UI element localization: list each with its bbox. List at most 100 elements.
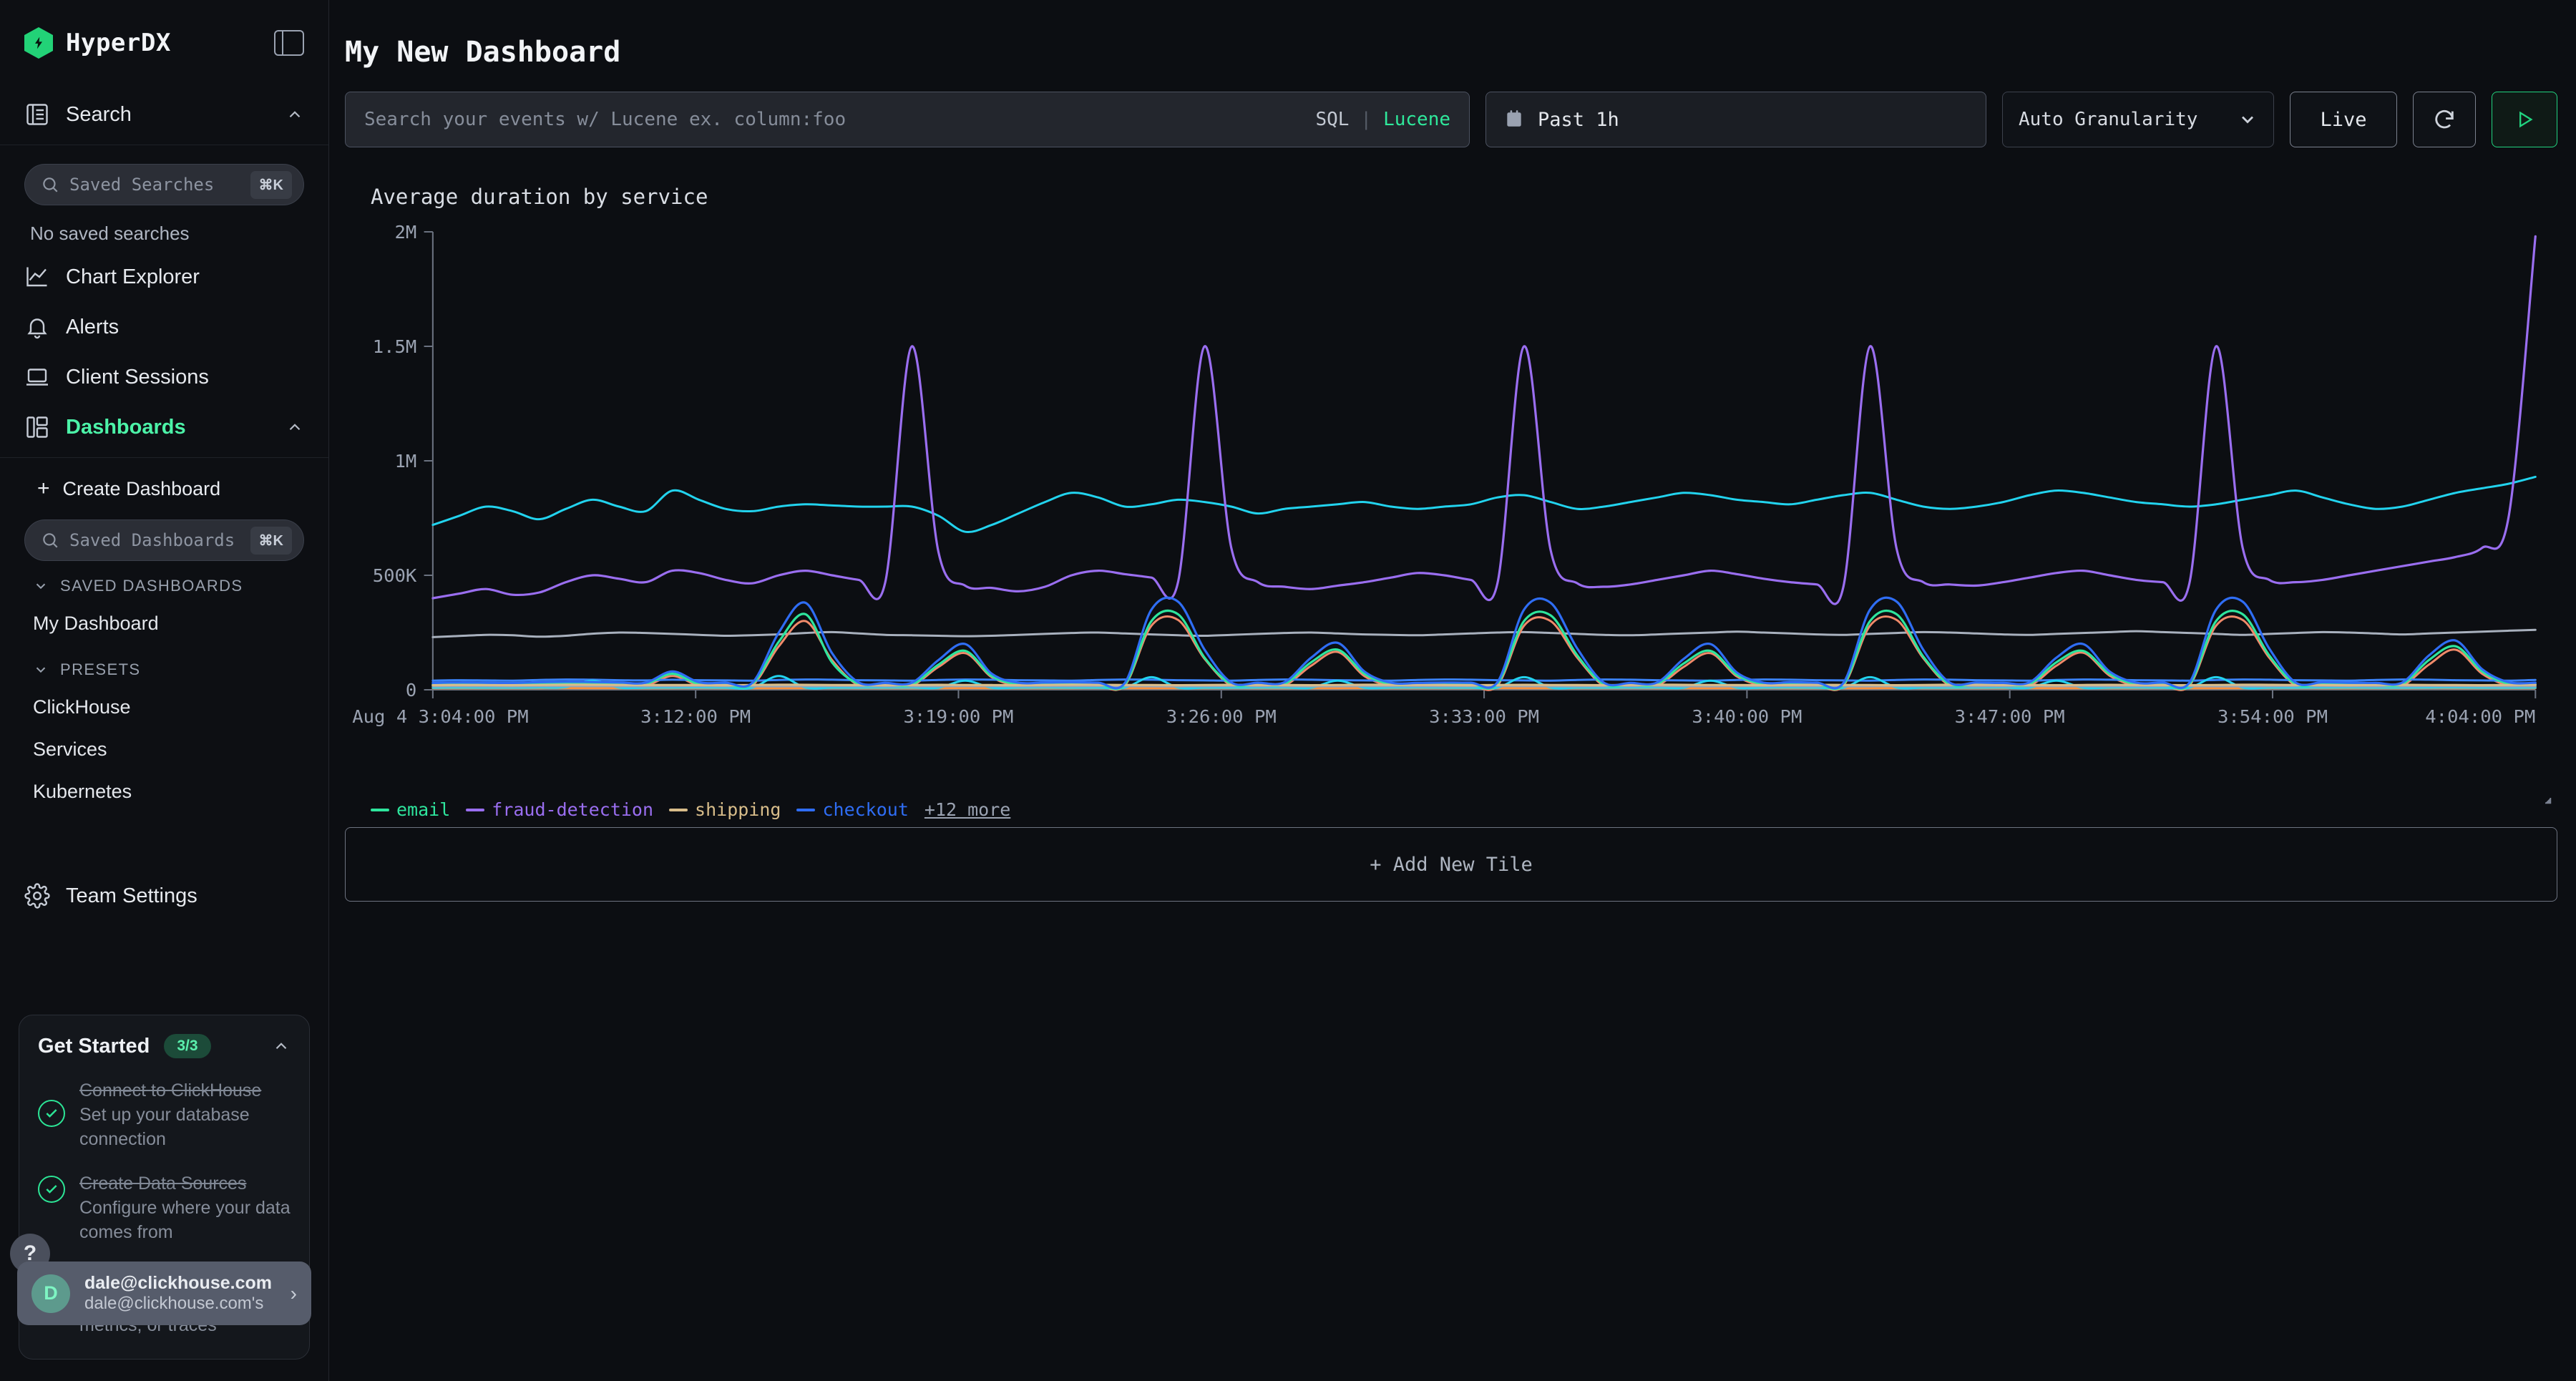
granularity-select[interactable]: Auto Granularity	[2002, 92, 2274, 147]
search-icon	[41, 175, 59, 194]
no-saved-searches-text: No saved searches	[30, 223, 190, 244]
group-presets[interactable]: PRESETS	[0, 645, 328, 686]
svg-text:3:47:00 PM: 3:47:00 PM	[1955, 706, 2065, 727]
sidebar-item-alerts[interactable]: Alerts	[0, 302, 328, 352]
main-content: My New Dashboard Search your events w/ L…	[329, 0, 2576, 1381]
lang-sql-option[interactable]: SQL	[1315, 109, 1350, 130]
sidebar-item-team-settings[interactable]: Team Settings	[0, 867, 328, 924]
svg-text:1M: 1M	[395, 451, 417, 472]
saved-dashboards-placeholder: Saved Dashboards	[69, 530, 235, 550]
svg-text:3:19:00 PM: 3:19:00 PM	[903, 706, 1013, 727]
bolt-hex-icon	[24, 27, 53, 59]
sidebar-item-clickhouse[interactable]: ClickHouse	[33, 696, 131, 718]
sidebar-item-team-settings-label: Team Settings	[66, 884, 197, 907]
check-circle-icon	[38, 1176, 65, 1203]
laptop-icon	[24, 364, 50, 390]
lang-lucene-option[interactable]: Lucene	[1383, 109, 1450, 130]
chevron-down-icon	[33, 662, 49, 678]
create-dashboard-button[interactable]: + Create Dashboard	[0, 458, 328, 517]
time-range-value: Past 1h	[1538, 108, 1619, 131]
sidebar-section-search-label: Search	[66, 102, 132, 126]
create-dashboard-label: Create Dashboard	[62, 477, 221, 499]
refresh-button[interactable]	[2413, 92, 2476, 147]
avatar: D	[31, 1274, 70, 1313]
chart-line-icon	[24, 264, 50, 290]
granularity-value: Auto Granularity	[2019, 109, 2198, 130]
chart-legend: email fraud-detection shipping checkout …	[371, 799, 1010, 820]
get-started-step[interactable]: Connect to ClickHouse Set up your databa…	[38, 1078, 291, 1151]
chevron-up-icon[interactable]	[272, 1037, 291, 1055]
sidebar-item-kubernetes[interactable]: Kubernetes	[33, 781, 132, 802]
sidebar-item-client-sessions[interactable]: Client Sessions	[0, 352, 328, 402]
time-range-picker[interactable]: Past 1h	[1485, 92, 1986, 147]
legend-label: fraud-detection	[492, 799, 654, 820]
sidebar-item-alerts-label: Alerts	[66, 315, 119, 338]
sidebar-item-dashboards-label: Dashboards	[66, 415, 186, 439]
svg-text:0: 0	[406, 680, 416, 701]
sidebar-item-services[interactable]: Services	[33, 738, 107, 760]
user-profile-card[interactable]: D dale@clickhouse.com dale@clickhouse.co…	[17, 1262, 311, 1325]
sidebar-item-chart-explorer[interactable]: Chart Explorer	[0, 252, 328, 302]
lang-divider: |	[1360, 109, 1372, 130]
panel-collapse-icon[interactable]	[274, 30, 304, 56]
get-started-step[interactable]: Create Data Sources Configure where your…	[38, 1171, 291, 1244]
legend-item-shipping[interactable]: shipping	[669, 799, 781, 820]
svg-text:Aug 4 3:04:00 PM: Aug 4 3:04:00 PM	[352, 706, 528, 727]
get-started-progress-badge: 3/3	[164, 1034, 211, 1058]
legend-swatch	[669, 808, 688, 811]
search-input[interactable]: Search your events w/ Lucene ex. column:…	[345, 92, 1470, 147]
toolbar: Search your events w/ Lucene ex. column:…	[329, 69, 2576, 147]
add-new-tile-button[interactable]: + Add New Tile	[345, 827, 2557, 902]
run-query-button[interactable]	[2492, 92, 2557, 147]
sidebar-item-chart-explorer-label: Chart Explorer	[66, 265, 200, 288]
chevron-up-icon[interactable]	[286, 418, 304, 436]
chevron-down-icon	[2238, 109, 2258, 130]
saved-dashboards-shortcut: ⌘K	[250, 526, 292, 555]
sidebar-item-my-dashboard[interactable]: My Dashboard	[33, 613, 159, 634]
chart-canvas[interactable]: 0 500K 1M 1.5M 2M Aug 4 3:04:00 PM 3:12:00 PM 3…	[345, 225, 2557, 768]
svg-text:500K: 500K	[373, 565, 417, 586]
legend-item-email[interactable]: email	[371, 799, 450, 820]
legend-swatch	[371, 808, 389, 811]
chevron-down-icon	[33, 578, 49, 594]
legend-label: email	[396, 799, 451, 820]
get-started-step-title: Connect to ClickHouse	[79, 1080, 262, 1101]
saved-searches-placeholder: Saved Searches	[69, 175, 215, 195]
live-button[interactable]: Live	[2290, 92, 2397, 147]
calendar-icon	[1505, 109, 1523, 130]
get-started-step-desc: Configure where your data comes from	[79, 1198, 291, 1242]
search-placeholder: Search your events w/ Lucene ex. column:…	[364, 109, 847, 130]
saved-searches-input[interactable]: Saved Searches ⌘K	[24, 164, 304, 205]
legend-item-checkout[interactable]: checkout	[796, 799, 909, 820]
get-started-header[interactable]: Get Started 3/3	[38, 1034, 291, 1058]
svg-text:3:54:00 PM: 3:54:00 PM	[2218, 706, 2328, 727]
svg-text:1.5M: 1.5M	[373, 336, 417, 357]
chevron-right-icon: ›	[290, 1282, 297, 1304]
legend-swatch	[466, 808, 485, 811]
get-started-step-title: Create Data Sources	[79, 1173, 247, 1194]
saved-searches-shortcut: ⌘K	[250, 170, 292, 199]
saved-dashboards-input[interactable]: Saved Dashboards ⌘K	[24, 519, 304, 561]
group-saved-dashboards[interactable]: SAVED DASHBOARDS	[0, 561, 328, 602]
query-language-toggle[interactable]: SQL | Lucene	[1315, 109, 1450, 130]
legend-label: checkout	[822, 799, 909, 820]
legend-item-fraud-detection[interactable]: fraud-detection	[466, 799, 653, 820]
dashboard-grid-icon	[24, 414, 50, 440]
legend-more-button[interactable]: +12 more	[924, 799, 1011, 820]
sidebar: HyperDX Search Saved Searches ⌘K No save…	[0, 0, 329, 1381]
group-saved-dashboards-label: SAVED DASHBOARDS	[60, 577, 243, 595]
svg-text:2M: 2M	[395, 225, 417, 243]
resize-handle-icon[interactable]	[2537, 790, 2553, 806]
sidebar-section-search[interactable]: Search	[0, 86, 328, 145]
sidebar-item-client-sessions-label: Client Sessions	[66, 365, 209, 389]
chevron-up-icon[interactable]	[286, 105, 304, 124]
check-circle-icon	[38, 1100, 65, 1127]
svg-text:3:40:00 PM: 3:40:00 PM	[1692, 706, 1802, 727]
list-document-icon	[24, 102, 50, 127]
sidebar-item-dashboards[interactable]: Dashboards	[0, 402, 328, 458]
brand-name: HyperDX	[66, 29, 171, 57]
user-team: dale@clickhouse.com's	[84, 1294, 264, 1313]
page-title: My New Dashboard	[345, 36, 621, 69]
brand-row: HyperDX	[0, 0, 328, 86]
